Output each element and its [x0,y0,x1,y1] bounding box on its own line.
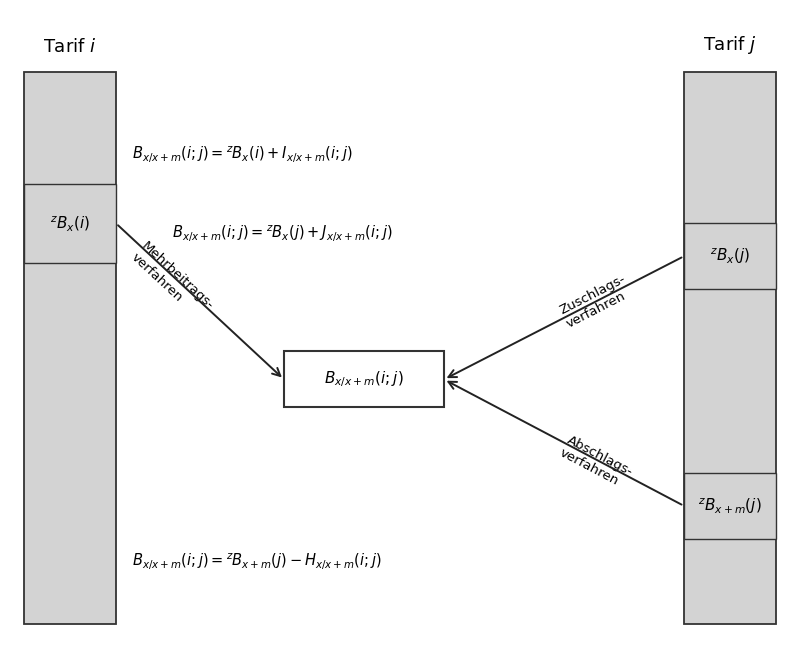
Text: Zuschlags-
verfahren: Zuschlags- verfahren [558,273,634,330]
Text: $^zB_x(j)$: $^zB_x(j)$ [710,246,750,266]
Text: Tarif $i$: Tarif $i$ [43,38,97,56]
Bar [684,223,776,289]
Bar [684,473,776,539]
Text: Abschlags-
verfahren: Abschlags- verfahren [558,433,634,491]
Bar [284,351,444,407]
Text: Tarif $j$: Tarif $j$ [703,34,757,56]
Text: $^zB_{x+m}(j)$: $^zB_{x+m}(j)$ [698,496,762,516]
Text: $^zB_x(i)$: $^zB_x(i)$ [50,214,90,233]
Bar [24,184,116,263]
Text: $B_{x/x+m}(i;j)$: $B_{x/x+m}(i;j)$ [324,369,404,390]
Bar [24,72,116,624]
Bar [684,72,776,624]
Text: $B_{x/x+m}(i;j) = {^z}B_x(j) + J_{x/x+m}(i;j)$: $B_{x/x+m}(i;j) = {^z}B_x(j) + J_{x/x+m}… [172,223,393,244]
Text: $B_{x/x+m}(i;j) = {^z}B_{x+m}(j) - H_{x/x+m}(i;j)$: $B_{x/x+m}(i;j) = {^z}B_{x+m}(j) - H_{x/… [132,551,382,572]
Text: $B_{x/x+m}(i;j) = {^z}B_x(i) + I_{x/x+m}(i;j)$: $B_{x/x+m}(i;j) = {^z}B_x(i) + I_{x/x+m}… [132,144,353,165]
Text: Mehrbeitrags-
verfahren: Mehrbeitrags- verfahren [128,240,216,324]
